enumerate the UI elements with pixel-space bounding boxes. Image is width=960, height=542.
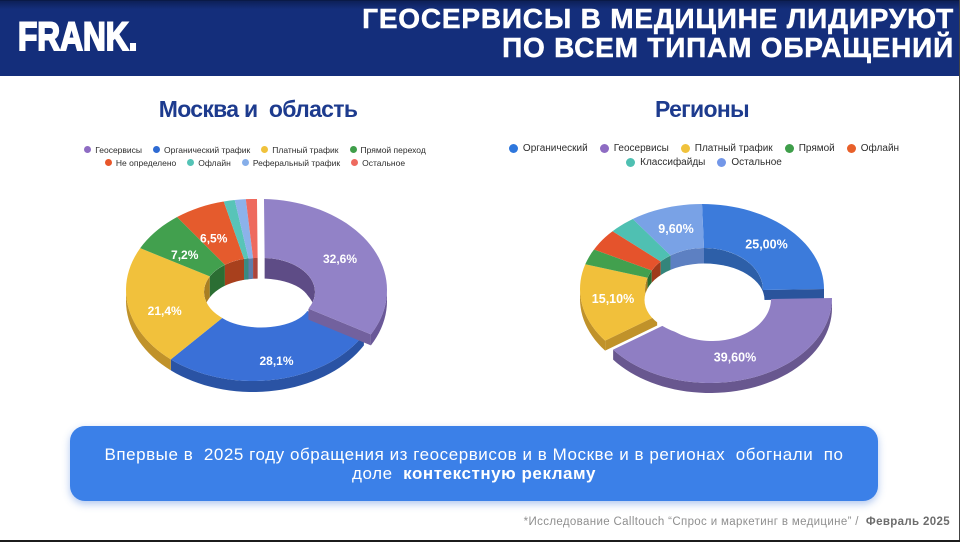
svg-text:15,10%: 15,10% xyxy=(592,292,634,306)
svg-text:25,00%: 25,00% xyxy=(745,238,787,252)
svg-text:9,60%: 9,60% xyxy=(658,222,693,236)
svg-text:39,60%: 39,60% xyxy=(714,351,756,365)
svg-text:6,5%: 6,5% xyxy=(200,232,228,246)
svg-text:32,6%: 32,6% xyxy=(323,252,357,266)
svg-text:7,2%: 7,2% xyxy=(171,248,199,262)
svg-text:28,1%: 28,1% xyxy=(259,354,293,368)
svg-text:21,4%: 21,4% xyxy=(148,304,182,318)
